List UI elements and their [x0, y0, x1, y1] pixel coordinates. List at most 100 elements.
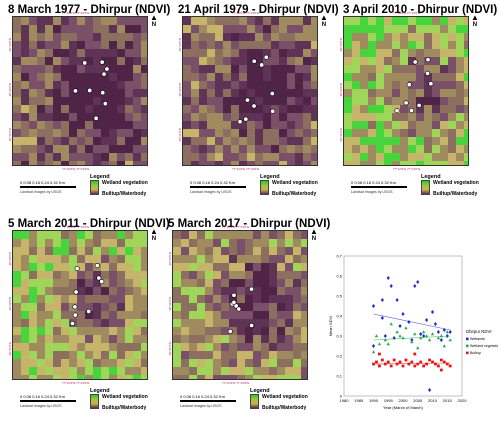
sample-site-marker [99, 279, 105, 285]
longitude-ticks: 77°12'0"E 77°13'0"E [62, 381, 90, 385]
sample-site-marker [231, 292, 237, 298]
ndvi-raster [173, 231, 307, 379]
sample-site-marker [94, 262, 100, 268]
ndvi-map-panel-2017: 5 March 2017 - Dhirpur (NDVI) 77°12'0"E … [168, 218, 330, 424]
ndvi-map-panel-1977: 8 March 1977 - Dhirpur (NDVI) 77°12'0"E … [8, 4, 171, 210]
latitude-tick: 28°43'0"N [178, 38, 182, 52]
north-arrow-icon: ▲ N [471, 13, 479, 29]
ndvi-scatter-chart: 0 0.1 0.2 0.3 0.4 0.5 0.6 0.7 1980 1985 1990 1995 20… [320, 248, 500, 423]
sample-site-marker [72, 312, 78, 318]
legend-swatch [466, 351, 469, 355]
sample-site-marker [249, 323, 255, 329]
ndvi-raster [344, 17, 468, 165]
legend-series-label: Builtup [470, 351, 481, 355]
data-point [448, 364, 452, 368]
data-point [375, 360, 378, 364]
data-point [378, 352, 381, 356]
sample-site-marker [412, 59, 418, 65]
sample-site-marker [73, 289, 79, 295]
legend-gradient [260, 180, 269, 195]
scale-bar-graphic [180, 400, 236, 402]
chart-legend-title: Dhirpur NDVI [466, 329, 492, 334]
sample-site-marker [263, 54, 269, 60]
map-title: 3 April 2010 - Dhirpur (NDVI) [343, 4, 498, 16]
data-point [401, 312, 405, 316]
map-legend: Legend Wetland vegetation Builtup/Waterbod… [260, 174, 340, 204]
latitude-tick: 28°41'0"N [339, 128, 343, 142]
sample-site-marker [409, 108, 415, 114]
legend-swatch [466, 337, 469, 341]
north-arrow-icon: ▲ N [150, 13, 158, 29]
map-legend: Legend Wetland vegetation Builtup/Waterbod… [90, 174, 170, 204]
data-point [439, 334, 444, 338]
legend-high-label: Wetland vegetation [102, 394, 148, 400]
data-point [371, 350, 376, 354]
sample-site-marker [86, 308, 92, 314]
scale-bar: 0 0.08 0.16 0.24 0.32 Km [20, 394, 76, 402]
longitude-ticks: 77°12'0"E 77°13'0"E [393, 167, 421, 171]
north-arrow-icon: ▲ N [320, 13, 328, 29]
latitude-tick: 28°42'0"N [8, 83, 12, 97]
legend-title: Legend [90, 174, 110, 180]
data-point [424, 334, 429, 338]
longitude-ticks: 77°12'0"E 77°13'0"E [232, 167, 260, 171]
data-point [398, 360, 402, 364]
x-tick-label: 2010 [428, 398, 438, 403]
data-point [422, 364, 426, 368]
data-point [386, 342, 390, 346]
ndvi-raster-map [343, 16, 469, 166]
scale-bar-ticks: 0 0.08 0.16 0.24 0.32 Km [180, 394, 225, 399]
data-point [445, 362, 449, 366]
scale-bar-graphic [20, 400, 76, 402]
sample-site-marker [248, 286, 254, 292]
map-title: 8 March 1977 - Dhirpur (NDVI) [8, 4, 171, 16]
data-point [448, 330, 452, 334]
sample-site-marker [425, 70, 431, 76]
data-point [404, 358, 408, 362]
chart-svg: 0 0.1 0.2 0.3 0.4 0.5 0.6 0.7 1980 1985 1990 1995 20… [328, 254, 500, 411]
data-point [413, 332, 417, 336]
legend-gradient [250, 394, 259, 409]
data-point [410, 360, 414, 364]
data-point [427, 338, 432, 342]
sample-site-marker [416, 102, 422, 108]
data-point [425, 362, 428, 366]
sample-site-marker [233, 303, 239, 309]
longitude-ticks: 77°12'0"E 77°13'0"E [62, 225, 90, 229]
sample-site-marker [243, 116, 249, 122]
data-point [386, 276, 390, 280]
scale-bar-ticks: 0 0.08 0.16 0.24 0.32 Km [351, 180, 396, 185]
data-point [404, 326, 408, 330]
longitude-ticks: 77°12'0"E 77°13'0"E [393, 11, 421, 15]
legend-title: Legend [260, 174, 280, 180]
y-tick-label: 0.3 [336, 334, 342, 339]
latitude-tick: 28°43'0"N [8, 38, 12, 52]
ndvi-map-panel-2011: 5 March 2011 - Dhirpur (NDVI) 77°12'0"E … [8, 218, 170, 424]
image-credit: Landsat Images by USGS [20, 404, 62, 408]
ndvi-raster [13, 17, 147, 165]
image-credit: Landsat Images by USGS [190, 190, 232, 194]
data-point [421, 330, 426, 334]
scale-bar-ticks: 0 0.08 0.16 0.24 0.32 Km [20, 394, 65, 399]
data-point [383, 338, 387, 342]
ndvi-raster [183, 17, 317, 165]
sample-site-marker [270, 108, 276, 114]
sample-site-marker [96, 275, 102, 281]
data-point [410, 340, 414, 344]
sample-site-marker [269, 91, 275, 97]
data-point [401, 336, 405, 340]
north-label: N [472, 22, 478, 28]
north-arrow-icon: ▲ N [310, 227, 318, 243]
legend-gradient [90, 180, 99, 195]
legend-series-label: Wetland vegetation [470, 344, 498, 348]
data-point [416, 346, 420, 350]
y-axis-label: Mean NDVI [328, 316, 333, 337]
data-point [413, 364, 417, 368]
legend-low-label: Builtup/Waterbody [272, 191, 317, 197]
map-legend: Legend Wetland vegetation Builtup/Waterbod… [421, 174, 500, 204]
data-point [374, 334, 379, 338]
sample-site-marker [394, 108, 400, 114]
data-point [430, 332, 435, 336]
image-credit: Landsat Images by USGS [20, 190, 62, 194]
longitude-ticks: 77°12'0"E 77°13'0"E [222, 381, 250, 385]
